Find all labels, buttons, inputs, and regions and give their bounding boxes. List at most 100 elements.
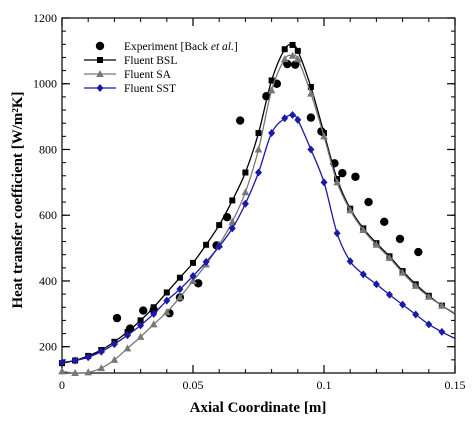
- data-point-diamond-marker: [425, 320, 433, 329]
- data-point-diamond-marker: [289, 110, 297, 119]
- data-point-square-marker: [190, 259, 196, 266]
- data-point-triangle-marker: [241, 188, 250, 196]
- data-point-triangle-marker: [346, 206, 354, 214]
- legend-item: Fluent SST: [84, 83, 176, 95]
- legend-triangle-marker: [96, 70, 104, 77]
- data-point-diamond-marker: [163, 296, 171, 305]
- y-tick-label: 1000: [33, 77, 57, 91]
- data-point-diamond-marker: [255, 168, 262, 177]
- data-point-circle-marker: [364, 197, 373, 207]
- legend: Experiment [Back et al.] Fluent BSL Fluent…: [84, 41, 238, 95]
- data-point-diamond-marker: [215, 242, 223, 251]
- data-point-triangle-marker: [136, 332, 145, 340]
- data-point-triangle-marker: [58, 367, 66, 375]
- data-point-triangle-marker: [163, 308, 171, 316]
- data-point-circle-marker: [290, 60, 300, 69]
- x-tick-label: 0: [59, 378, 65, 392]
- data-point-diamond-marker: [137, 321, 145, 330]
- data-point-diamond-marker: [372, 280, 380, 289]
- data-point-diamond-marker: [281, 114, 289, 123]
- data-point-diamond-marker: [97, 347, 105, 356]
- series-4: [58, 110, 456, 367]
- data-point-triangle-marker: [438, 301, 446, 309]
- data-point-square-marker: [229, 197, 236, 204]
- data-point-diamond-marker: [228, 224, 236, 233]
- legend-label: Fluent BSL: [124, 55, 177, 67]
- data-point-diamond-marker: [58, 358, 66, 367]
- data-point-triangle-marker: [228, 217, 237, 225]
- data-point-diamond-marker: [150, 309, 158, 318]
- data-point-diamond-marker: [110, 340, 118, 349]
- data-point-diamond-marker: [84, 353, 92, 362]
- legend-item: Experiment [Back et al.]: [95, 41, 238, 53]
- y-tick-label: 800: [39, 142, 57, 156]
- data-point-diamond-marker: [359, 270, 367, 279]
- data-point-diamond-marker: [294, 115, 302, 124]
- data-point-triangle-marker: [372, 240, 381, 248]
- data-point-diamond-marker: [412, 310, 420, 319]
- data-point-triangle-marker: [333, 178, 341, 186]
- data-point-triangle-marker: [320, 132, 328, 140]
- data-point-diamond-marker: [202, 257, 210, 266]
- data-point-diamond-marker: [320, 178, 328, 187]
- legend-square-marker: [97, 57, 103, 63]
- data-point-diamond-marker: [189, 272, 197, 281]
- data-point-diamond-marker: [71, 356, 79, 365]
- data-point-triangle-marker: [149, 320, 158, 328]
- data-point-circle-marker: [139, 306, 148, 315]
- data-point-diamond-marker: [438, 327, 446, 336]
- plot-border: [61, 17, 456, 374]
- data-point-circle-marker: [194, 279, 203, 288]
- data-point-triangle-marker: [385, 253, 394, 261]
- legend-item: Fluent BSL: [84, 55, 177, 67]
- data-point-diamond-marker: [241, 199, 249, 208]
- legend-circle-marker: [95, 41, 105, 51]
- data-point-square-marker: [176, 274, 183, 281]
- data-point-triangle-marker: [425, 292, 433, 300]
- data-point-diamond-marker: [307, 145, 315, 154]
- x-axis: 0 0.05 0.1 0.15: [59, 18, 466, 392]
- data-point-square-marker: [163, 289, 170, 296]
- plot-area: [61, 17, 456, 374]
- x-tick-label: 0.05: [183, 378, 204, 392]
- data-point-diamond-marker: [124, 331, 131, 340]
- y-tick-label: 600: [39, 208, 57, 222]
- x-tick-label: 0.1: [317, 378, 332, 392]
- x-tick-label: 0.15: [445, 378, 466, 392]
- data-point-triangle-marker: [359, 226, 368, 234]
- x-axis-title: Axial Coordinate [m]: [190, 400, 327, 416]
- data-point-square-marker: [281, 46, 288, 53]
- data-point-diamond-marker: [346, 257, 354, 266]
- legend-label: Fluent SST: [124, 83, 176, 95]
- data-point-square-marker: [203, 241, 210, 248]
- data-point-square-marker: [216, 222, 223, 229]
- data-point-triangle-marker: [189, 276, 197, 284]
- data-point-square-marker: [137, 317, 144, 324]
- data-point-square-marker: [255, 130, 262, 137]
- data-point-triangle-marker: [267, 86, 276, 94]
- data-point-diamond-marker: [268, 129, 276, 138]
- data-point-circle-marker: [395, 234, 405, 244]
- legend-item: Fluent SA: [84, 69, 172, 81]
- data-point-triangle-marker: [288, 51, 297, 59]
- data-point-square-marker: [294, 47, 301, 54]
- y-axis: 200 400 600 800 1000 1200: [33, 11, 455, 374]
- data-point-square-marker: [268, 77, 275, 84]
- data-point-diamond-marker: [176, 285, 184, 294]
- data-point-triangle-marker: [398, 268, 407, 276]
- y-tick-label: 1200: [33, 11, 57, 25]
- legend-diamond-marker: [96, 84, 104, 92]
- data-point-triangle-marker: [307, 89, 315, 97]
- data-point-circle-marker: [306, 113, 316, 122]
- data-point-square-marker: [307, 84, 314, 91]
- data-point-triangle-marker: [110, 355, 119, 363]
- data-point-circle-marker: [351, 172, 360, 181]
- data-point-square-marker: [242, 169, 249, 176]
- data-point-triangle-marker: [123, 344, 132, 352]
- data-point-diamond-marker: [333, 229, 341, 238]
- data-point-triangle-marker: [411, 281, 420, 289]
- legend-label: Experiment [Back et al.]: [124, 41, 238, 53]
- data-point-circle-marker: [235, 116, 245, 125]
